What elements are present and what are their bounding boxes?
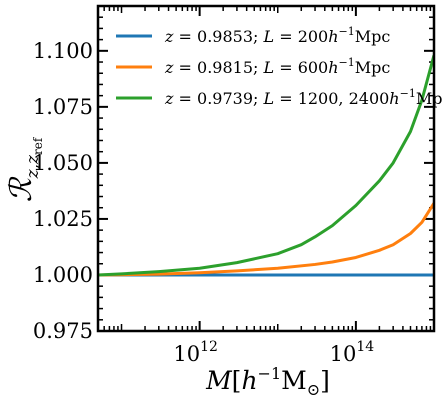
legend-var-l: L bbox=[262, 89, 274, 108]
legend-unit: Mpc bbox=[416, 89, 442, 108]
legend-var-z: z bbox=[164, 58, 174, 77]
y-axis-label-main: ℛ bbox=[4, 176, 39, 202]
legend-var-l: L bbox=[262, 27, 274, 46]
legend-sep: ; bbox=[253, 89, 263, 108]
legend-var-h: h bbox=[328, 27, 338, 46]
x-axis-label: M[h−1M⊙] bbox=[205, 364, 330, 399]
legend-eq: = bbox=[173, 27, 197, 46]
y-tick-labels: 0.975 1.000 1.025 1.050 1.075 1.100 bbox=[33, 39, 93, 343]
x-tick-label-exp: 14 bbox=[356, 339, 374, 355]
y-axis-label-sub: z, bbox=[23, 164, 43, 179]
plot-frame-rect bbox=[96, 4, 436, 333]
plot-frame bbox=[96, 4, 436, 333]
series-lines bbox=[98, 54, 434, 277]
legend-z-value: 0.9853 bbox=[197, 27, 253, 46]
legend-eq: = bbox=[173, 89, 197, 108]
legend-eq: = bbox=[173, 58, 197, 77]
x-tick-label-base: 10 bbox=[330, 342, 357, 366]
legend-unit: Mpc bbox=[355, 58, 391, 77]
y-tick-label: 1.100 bbox=[33, 39, 93, 63]
legend-l-value: 600 bbox=[298, 58, 329, 77]
legend-unit: Mpc bbox=[355, 27, 391, 46]
y-axis-label-subsub: ref bbox=[31, 136, 45, 155]
legend-sep: ; bbox=[253, 58, 263, 77]
legend-z-value: 0.9815 bbox=[197, 58, 253, 77]
x-axis-label-exp: −1 bbox=[258, 364, 282, 383]
legend-l-value: 1200, 2400 bbox=[298, 89, 390, 108]
x-tick-label-exp: 12 bbox=[200, 339, 218, 355]
y-tick-label: 1.075 bbox=[33, 95, 93, 119]
legend-var-l: L bbox=[262, 58, 274, 77]
legend-label-2: z = 0.9815; L = 600h−1Mpc bbox=[164, 56, 390, 77]
legend-label-3: z = 0.9739; L = 1200, 2400h−1Mpc bbox=[164, 87, 442, 108]
x-axis-label-close: ] bbox=[320, 366, 330, 395]
y-tick-label: 1.000 bbox=[33, 263, 93, 287]
x-tick-label-base: 10 bbox=[173, 342, 200, 366]
x-axis-label-unit: M bbox=[281, 366, 307, 395]
legend-var-h: h bbox=[389, 89, 399, 108]
x-axis-label-h: h bbox=[241, 366, 257, 395]
series-line-3 bbox=[98, 54, 434, 277]
tick-marks bbox=[97, 5, 435, 332]
x-axis-label-sub: ⊙ bbox=[307, 380, 320, 399]
x-axis-label-open: [ bbox=[232, 366, 242, 395]
legend-eq: = bbox=[274, 89, 298, 108]
y-tick-label: 1.025 bbox=[33, 207, 93, 231]
x-tick-labels: 1012 1014 bbox=[173, 339, 374, 366]
y-axis-label: ℛz,zref bbox=[4, 136, 45, 202]
legend-var-z: z bbox=[164, 89, 174, 108]
legend-eq: = bbox=[274, 27, 298, 46]
x-axis-label-var: M bbox=[205, 366, 233, 395]
legend-exp: −1 bbox=[339, 56, 355, 69]
x-tick-label: 1012 bbox=[173, 339, 218, 366]
y-axis-label-sub2: z bbox=[23, 154, 43, 165]
legend-var-h: h bbox=[328, 58, 338, 77]
legend-label-1: z = 0.9853; L = 200h−1Mpc bbox=[164, 25, 390, 46]
legend-sep: ; bbox=[253, 27, 263, 46]
y-tick-label: 0.975 bbox=[33, 319, 93, 343]
legend-eq: = bbox=[274, 58, 298, 77]
legend-z-value: 0.9739 bbox=[197, 89, 253, 108]
legend-exp: −1 bbox=[339, 25, 355, 38]
series-line-2 bbox=[98, 202, 434, 277]
legend-l-value: 200 bbox=[298, 27, 329, 46]
x-tick-label: 1014 bbox=[330, 339, 375, 366]
legend-exp: −1 bbox=[400, 87, 416, 100]
y-tick-label: 1.050 bbox=[33, 151, 93, 175]
legend-var-z: z bbox=[164, 27, 174, 46]
